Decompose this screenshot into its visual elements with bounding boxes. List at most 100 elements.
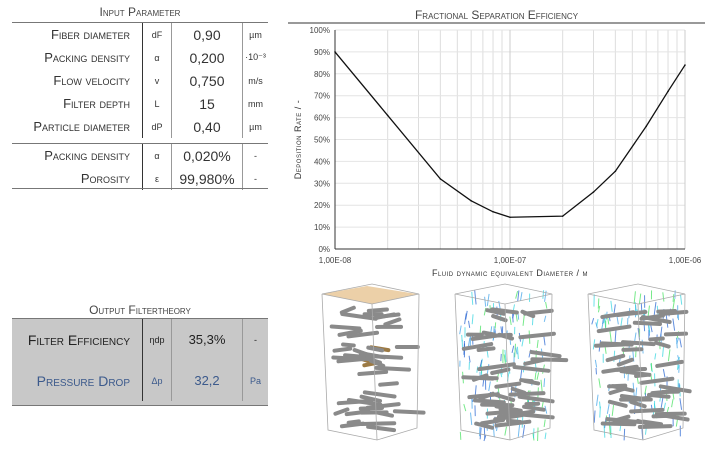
flow-streamline — [672, 294, 675, 302]
param-row: Filter Efficiency ηdp 35,3% - — [12, 319, 268, 360]
param-unit: µm — [249, 29, 262, 40]
flow-streamline — [520, 292, 523, 301]
param-symbol: dF — [142, 23, 172, 46]
fiber — [612, 414, 631, 423]
flow-streamline — [640, 302, 643, 312]
fiber — [362, 390, 397, 399]
flow-streamline — [544, 432, 547, 440]
flow-streamline — [488, 381, 491, 392]
fiber — [357, 369, 389, 377]
fiber — [493, 332, 513, 338]
fiber — [508, 391, 546, 397]
filter-rendering-3 — [587, 283, 692, 441]
param-row: Packing density α 0,020% - — [12, 144, 268, 167]
flow-streamline — [543, 378, 546, 388]
fiber — [358, 351, 387, 360]
flow-streamline — [638, 293, 642, 305]
param-row: Porosity ε 99,980% - — [12, 167, 268, 190]
flow-streamline — [597, 298, 600, 309]
data-point — [439, 178, 442, 180]
efficiency-chart: 0% 10% 20% 30% 40% 50% 60% 70% 80% 90% 100% 1,00E-0… — [293, 26, 702, 278]
flow-streamline — [606, 404, 610, 414]
flow-streamline — [536, 339, 539, 348]
fiber — [608, 386, 628, 396]
param-unit: - — [254, 334, 257, 345]
param-value: 0,020% — [171, 144, 243, 167]
fiber — [607, 383, 628, 389]
output-table: Filter Efficiency ηdp 35,3% - Pressure Drop Δ… — [12, 319, 268, 401]
fiber — [339, 421, 366, 429]
param-symbol: v — [142, 69, 172, 92]
flow-streamline — [534, 372, 537, 380]
fiber — [629, 395, 651, 402]
y-tick-label: 40% — [314, 157, 330, 166]
flow-streamline — [610, 300, 613, 312]
flow-streamline — [492, 423, 495, 438]
fiber — [366, 345, 385, 353]
param-value: 0,750 — [171, 69, 243, 92]
fiber — [522, 404, 546, 412]
param-symbol: dP — [142, 115, 172, 138]
fiber — [605, 353, 626, 363]
y-tick-label: 100% — [310, 26, 330, 35]
fiber — [374, 410, 394, 418]
fiber — [476, 346, 496, 353]
fiber — [596, 324, 632, 334]
flow-streamline — [471, 291, 474, 305]
flow-streamline — [672, 299, 676, 312]
y-tick-label: 90% — [314, 48, 330, 57]
flow-streamline — [516, 346, 519, 360]
data-point — [684, 64, 686, 66]
particle-layer — [322, 286, 417, 304]
x-tick-label: 1,00E-06 — [669, 256, 702, 265]
bounding-box — [454, 283, 553, 441]
derived-table: Packing density α 0,020% - Porosity ε 99,980% - — [12, 144, 268, 190]
flow-streamline — [511, 345, 515, 353]
flow-streamline — [468, 355, 471, 363]
param-value: 0,40 — [171, 115, 243, 138]
input-table: Fiber diameter dF 0,90 µm Packing density α 0,… — [12, 23, 268, 138]
flow-streamline — [517, 290, 520, 302]
flow-streamline — [671, 399, 674, 408]
param-value: 0,200 — [171, 46, 243, 69]
x-tick-label: 1,00E-08 — [319, 256, 352, 265]
data-point — [470, 200, 472, 202]
flow-streamline — [515, 290, 519, 299]
fiber — [333, 407, 350, 416]
fiber — [337, 328, 363, 337]
param-row: Pressure Drop Δp 32,2 Pa — [12, 360, 268, 401]
flow-streamline — [662, 369, 666, 378]
fiber — [615, 366, 648, 372]
fiber — [506, 418, 523, 424]
fiber — [650, 388, 681, 396]
flow-streamline — [594, 359, 598, 368]
flow-streamline — [593, 410, 596, 423]
filter-renderings — [321, 283, 692, 442]
param-symbol: ε — [142, 167, 172, 190]
fiber — [490, 367, 511, 376]
filter-rendering-1 — [321, 283, 426, 441]
flow-streamline — [597, 305, 601, 313]
y-tick-label: 80% — [314, 70, 330, 79]
flow-streamline — [644, 385, 647, 395]
param-value: 0,90 — [171, 23, 243, 46]
param-value: 32,2 — [171, 360, 243, 401]
fiber — [639, 376, 675, 385]
param-label: Fiber diameter — [50, 27, 130, 42]
y-tick-label: 60% — [314, 114, 330, 123]
flow-streamline — [522, 425, 526, 438]
fiber — [599, 341, 634, 347]
fiber — [634, 372, 649, 378]
fiber — [366, 424, 397, 433]
fiber — [658, 309, 689, 317]
flow-streamline — [514, 343, 516, 358]
flow-streamline — [467, 337, 471, 347]
flow-streamline — [536, 372, 540, 380]
fiber — [658, 384, 692, 394]
fiber — [512, 365, 551, 373]
fiber — [329, 324, 362, 331]
flow-streamline — [654, 353, 657, 360]
flow-streamline — [653, 301, 657, 316]
fiber — [359, 394, 383, 403]
flow-streamline — [515, 347, 518, 355]
